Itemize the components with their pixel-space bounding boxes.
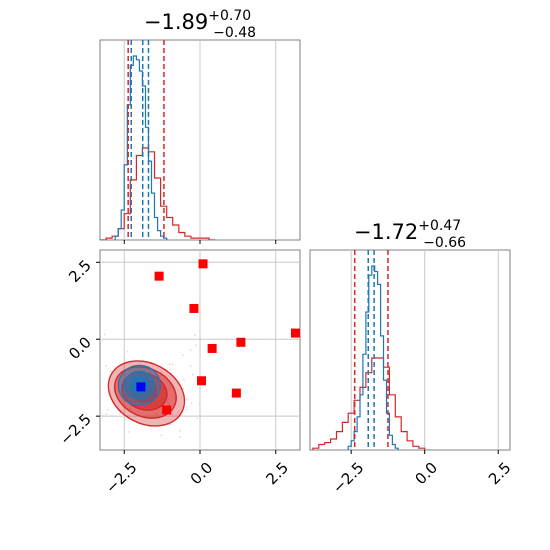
- joint-red-square-marker: [154, 271, 164, 281]
- joint-x-tick-label: 2.5: [262, 459, 292, 489]
- joint-red-square-marker: [207, 343, 217, 353]
- marginal-y-blue-histogram: [347, 265, 399, 450]
- joint-y-tick-label: 2.5: [65, 256, 95, 286]
- marginal-y-tick-label: −2.5: [329, 459, 367, 497]
- joint-sample-point: [160, 434, 163, 437]
- joint-sample-point: [198, 402, 201, 405]
- joint-sample-point: [177, 411, 180, 414]
- marginal-y-title-lower: −0.66: [423, 235, 466, 251]
- joint-sample-point: [80, 386, 82, 388]
- marginal-y-tick-label: 2.5: [485, 459, 515, 489]
- joint-y-tick-label: 0.0: [65, 333, 95, 363]
- joint-red-square-marker: [231, 388, 241, 398]
- marginal-x-title-lower: −0.48: [213, 25, 256, 41]
- joint-sample-point: [182, 387, 185, 390]
- joint-red-square-marker: [236, 337, 246, 347]
- marginal-x-title-value: −1.89: [144, 10, 208, 34]
- joint-sample-point: [191, 373, 194, 376]
- marginal-y-tick-label: 0.0: [411, 459, 441, 489]
- marginal-x-panel: −1.89+0.70 −0.48: [99, 8, 301, 244]
- joint-sample-point: [196, 417, 199, 420]
- joint-red-square-marker: [290, 328, 300, 338]
- marginal-y-histograms: [312, 250, 426, 450]
- marginal-x-histograms: [100, 40, 216, 240]
- joint-sample-point: [190, 402, 193, 405]
- marginal-y-frame: [309, 249, 511, 451]
- joint-sample-point: [183, 378, 185, 381]
- joint-sample-point: [185, 398, 188, 401]
- marginal-y-title: −1.72+0.47 −0.66: [354, 218, 466, 251]
- joint-red-square-marker: [197, 376, 207, 386]
- joint-sample-point: [189, 349, 192, 351]
- joint-blue-square-marker: [136, 382, 146, 392]
- joint-sample-point: [194, 334, 196, 336]
- joint-sample-point: [101, 414, 104, 417]
- marginal-y-ticks: −2.5 0.0 2.5: [329, 450, 515, 497]
- joint-sample-point: [178, 429, 181, 432]
- joint-density-and-points: [80, 259, 300, 438]
- joint-red-square-marker: [162, 405, 172, 415]
- joint-sample-point: [171, 363, 174, 366]
- joint-sample-point: [185, 408, 188, 411]
- joint-sample-point: [170, 413, 173, 416]
- joint-red-square-marker: [189, 303, 199, 313]
- joint-x-tick-label: −2.5: [102, 459, 140, 497]
- marginal-y-red-histogram: [312, 357, 426, 450]
- joint-sample-point: [95, 428, 97, 430]
- joint-sample-point: [105, 413, 108, 416]
- joint-y-tick-label: −2.5: [56, 410, 94, 448]
- marginal-y-grid: [350, 250, 499, 450]
- joint-red-square-marker: [198, 259, 208, 269]
- joint-sample-point: [119, 412, 121, 415]
- joint-sample-point: [103, 333, 106, 336]
- marginal-x-title-upper: +0.70: [208, 8, 251, 24]
- joint-sample-point: [84, 436, 86, 438]
- marginal-x-ticks: [123, 240, 277, 244]
- joint-sample-point: [110, 370, 113, 373]
- marginal-x-blue-histogram: [114, 55, 168, 240]
- joint-sample-point: [195, 344, 198, 346]
- joint-sample-point: [126, 350, 129, 353]
- joint-panel: −2.5 0.0 2.5 −2.5 0.0 2.5: [56, 249, 301, 497]
- joint-sample-point: [168, 363, 171, 366]
- joint-grid: [100, 250, 300, 450]
- marginal-y-panel: −2.5 0.0 2.5 −1.72+0.47 −0.66: [309, 218, 515, 497]
- joint-sample-point: [189, 365, 192, 368]
- joint-sample-point: [169, 368, 172, 371]
- joint-sample-point: [105, 364, 107, 367]
- joint-sample-point: [127, 430, 130, 433]
- marginal-y-title-value: −1.72: [354, 220, 418, 244]
- marginal-x-title: −1.89+0.70 −0.48: [144, 8, 256, 41]
- joint-sample-point: [179, 435, 181, 438]
- joint-x-tick-label: 0.0: [187, 459, 217, 489]
- joint-sample-point: [107, 408, 110, 411]
- joint-sample-point: [181, 354, 184, 357]
- marginal-y-title-upper: +0.47: [418, 218, 461, 234]
